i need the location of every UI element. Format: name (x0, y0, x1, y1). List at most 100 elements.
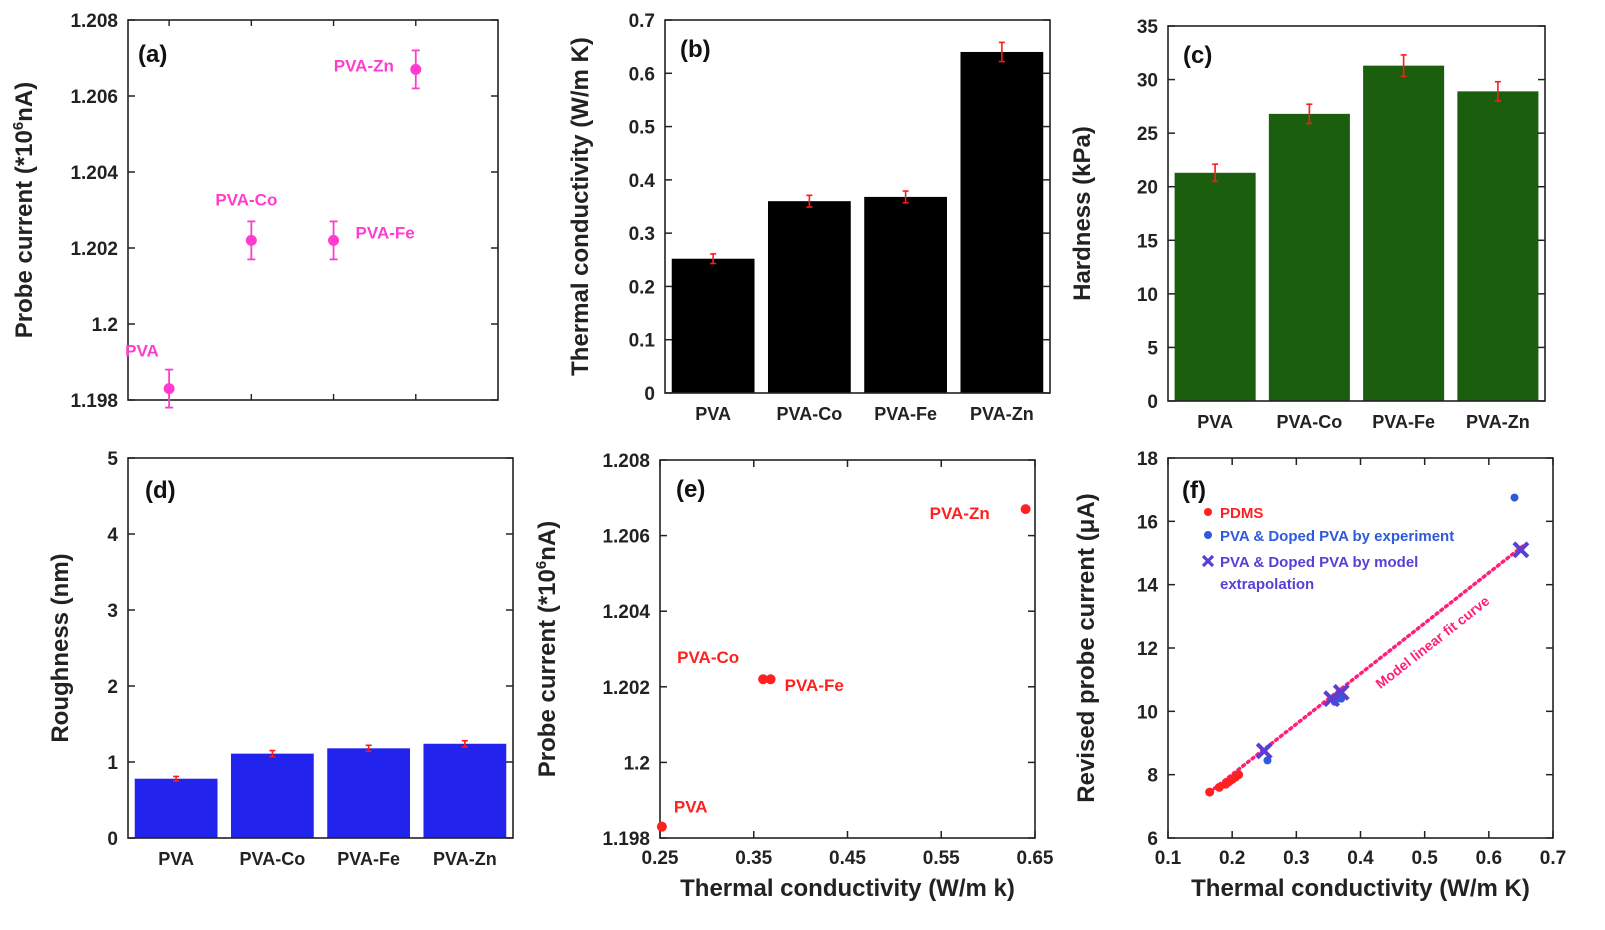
y-tick-label: 1.206 (70, 87, 118, 108)
chart-panel-b: PVA PVA-Co PVA-Fe PVA-Zn 0 0.1 0.2 0.3 0.4 0.5 0.6… (567, 11, 1051, 424)
bar (1174, 172, 1256, 401)
fit-label: Model linear fit curve (1372, 593, 1492, 692)
point-label: PVA-Zn (334, 56, 394, 75)
y-tick-label: 15 (1137, 231, 1159, 252)
plot-frame (1167, 25, 1546, 402)
data-point (656, 821, 667, 832)
x-tick-label: 0.35 (735, 848, 772, 869)
y-tick-label: 18 (1137, 449, 1158, 470)
category-label: PVA-Zn (433, 849, 497, 869)
data-point-x (1255, 742, 1273, 760)
bar (327, 748, 411, 838)
y-tick-label: 1.208 (602, 451, 650, 472)
plot-frame (127, 457, 514, 839)
point-label: PVA-Fe (785, 676, 844, 695)
point-label: PVA-Co (677, 648, 739, 667)
plot-frame (127, 19, 499, 401)
point-label: PVA (674, 798, 708, 817)
y-tick-label: 1.204 (602, 602, 650, 623)
data-point (758, 674, 769, 685)
y-tick-label: 0.5 (629, 118, 656, 139)
category-label: PVA-Co (1277, 412, 1343, 432)
y-tick-label: 5 (1147, 338, 1158, 359)
y-tick-label: 4 (107, 525, 118, 546)
y-tick-label: 6 (1147, 829, 1158, 850)
panel-label: (b) (680, 36, 711, 63)
bar (1363, 65, 1445, 402)
legend-marker (1204, 531, 1212, 539)
y-tick-label: 1.206 (602, 527, 650, 548)
x-tick-label: 0.55 (923, 848, 960, 869)
legend-label: PVA & Doped PVA by model (1220, 554, 1418, 571)
y-axis-title: Probe current (*106nA) (10, 82, 38, 338)
data-point (1205, 787, 1215, 797)
y-tick-label: 1.2 (624, 753, 650, 774)
category-label: PVA (1197, 412, 1233, 432)
plot-frame (664, 19, 1051, 394)
y-tick-label: 14 (1137, 576, 1159, 597)
y-tick-label: 1.202 (602, 678, 650, 699)
panel-label: (c) (1183, 42, 1212, 69)
x-tick-label: 0.25 (642, 848, 679, 869)
category-label: PVA-Co (777, 404, 843, 424)
data-point-x (1332, 683, 1350, 701)
y-tick-label: 16 (1137, 512, 1158, 533)
data-point-x (1323, 690, 1341, 708)
y-tick-label: 1.198 (602, 829, 650, 850)
y-axis-title: Roughness (nm) (47, 553, 74, 742)
x-tick-label: 0.45 (829, 848, 866, 869)
panel-label: (e) (676, 476, 705, 503)
data-point (163, 383, 175, 395)
bar (767, 201, 851, 393)
y-tick-label: 20 (1137, 178, 1158, 199)
point-label: PVA-Zn (930, 504, 990, 523)
category-label: PVA-Co (240, 849, 306, 869)
y-tick-label: 12 (1137, 639, 1158, 660)
bar (671, 258, 755, 393)
y-tick-label: 8 (1147, 766, 1158, 787)
bar (960, 51, 1044, 393)
y-tick-label: 5 (107, 449, 118, 470)
bar (1268, 113, 1350, 401)
y-tick-label: 0.6 (629, 64, 655, 85)
category-label: PVA (158, 849, 194, 869)
y-axis-title: Hardness (kPa) (1069, 126, 1096, 301)
point-label: PVA-Fe (356, 223, 415, 242)
chart-panel-d: PVA PVA-Co PVA-Fe PVA-Zn 0 1 2 3 4 5 Roughness (nm… (47, 449, 514, 869)
data-point (1020, 504, 1031, 515)
x-tick-label: 0.2 (1219, 848, 1245, 869)
legend-marker (1201, 554, 1215, 568)
x-axis-title: Thermal conductivity (W/m k) (680, 875, 1015, 902)
panel-label: (f) (1182, 477, 1206, 504)
y-axis-title: Revised probe current (μA) (1073, 493, 1100, 802)
y-tick-label: 0.3 (629, 224, 655, 245)
point-label: PVA-Co (215, 190, 277, 209)
bar (230, 753, 314, 838)
y-tick-label: 10 (1137, 285, 1158, 306)
bar (864, 196, 948, 393)
x-tick-label: 0.4 (1347, 848, 1374, 869)
bar (134, 778, 218, 838)
data-point (328, 234, 340, 246)
y-tick-label: 2 (107, 677, 118, 698)
category-label: PVA-Zn (970, 404, 1034, 424)
y-tick-label: 30 (1137, 71, 1158, 92)
category-label: PVA-Fe (1372, 412, 1435, 432)
y-tick-label: 25 (1137, 124, 1159, 145)
x-tick-label: 0.65 (1017, 848, 1054, 869)
legend-label: PDMS (1220, 505, 1263, 522)
bar (423, 743, 507, 838)
y-tick-label: 0.4 (629, 171, 656, 192)
y-tick-label: 10 (1137, 702, 1158, 723)
category-label: PVA-Fe (874, 404, 937, 424)
bar (1457, 91, 1539, 401)
category-label: PVA-Zn (1466, 412, 1530, 432)
y-tick-label: 0.2 (629, 277, 655, 298)
legend-marker (1204, 508, 1212, 516)
point-label: PVA (125, 342, 159, 361)
data-point-x (1512, 541, 1530, 559)
x-axis-title: Thermal conductivity (W/m K) (1191, 875, 1530, 902)
x-tick-label: 0.3 (1283, 848, 1309, 869)
category-label: PVA (695, 404, 731, 424)
